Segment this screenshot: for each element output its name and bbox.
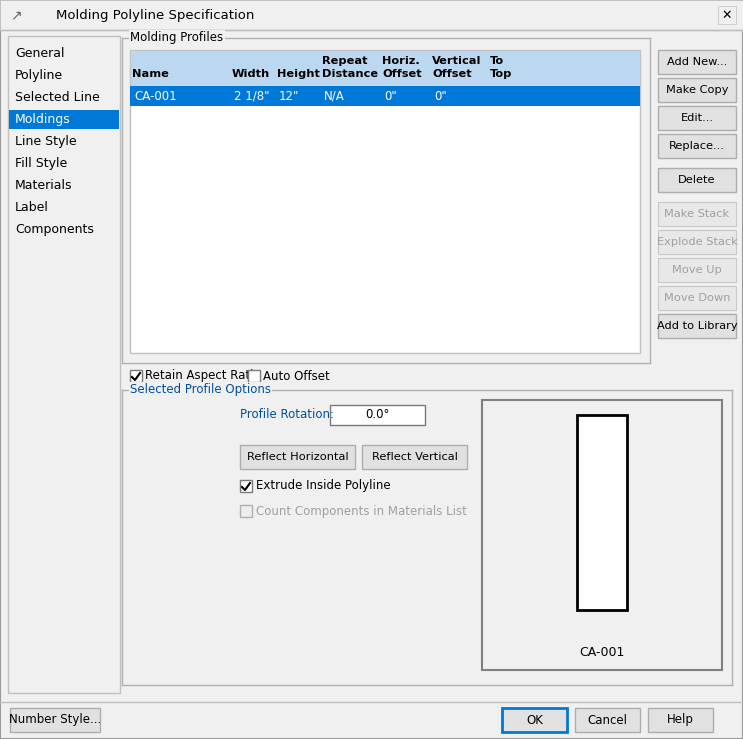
Text: 0.0°: 0.0° (365, 409, 389, 421)
Bar (130, 86, 640, 106)
Bar (658, 258, 736, 282)
Bar (130, 50, 640, 86)
Bar (577, 415, 627, 610)
Bar (658, 134, 736, 158)
Text: Offset: Offset (432, 69, 472, 79)
Text: Offset: Offset (382, 69, 421, 79)
Text: Fill Style: Fill Style (15, 157, 68, 170)
Text: Moldings: Moldings (15, 113, 71, 126)
Text: Width: Width (232, 69, 270, 79)
Text: Edit...: Edit... (681, 113, 713, 123)
Text: N/A: N/A (324, 89, 345, 103)
Bar (658, 50, 736, 74)
Text: Delete: Delete (678, 175, 716, 185)
Text: Add to Library: Add to Library (657, 321, 737, 331)
Bar (240, 505, 252, 517)
Text: 0": 0" (434, 89, 447, 103)
Text: Molding Profiles: Molding Profiles (130, 32, 223, 44)
Bar (10, 708, 100, 732)
Text: Help: Help (667, 713, 694, 726)
Bar (718, 6, 736, 24)
Bar (0, 0, 743, 30)
Bar (658, 168, 736, 192)
Text: CA-001: CA-001 (580, 645, 625, 658)
Text: ✕: ✕ (721, 9, 733, 21)
Bar (130, 50, 640, 353)
Text: Retain Aspect Ratio: Retain Aspect Ratio (145, 370, 261, 383)
Text: Name: Name (132, 69, 169, 79)
Text: Extrude Inside Polyline: Extrude Inside Polyline (256, 480, 391, 492)
Bar (248, 370, 260, 382)
Text: Distance: Distance (322, 69, 378, 79)
Text: Auto Offset: Auto Offset (263, 370, 330, 383)
Bar (482, 400, 722, 670)
Text: 0": 0" (384, 89, 397, 103)
Bar (362, 445, 467, 469)
Bar (658, 286, 736, 310)
Text: Vertical: Vertical (432, 56, 481, 66)
Text: Label: Label (15, 201, 49, 214)
Bar (130, 370, 142, 382)
Bar (658, 78, 736, 102)
Text: Components: Components (15, 223, 94, 236)
Bar (240, 445, 355, 469)
Text: Add New...: Add New... (667, 57, 727, 67)
Bar (502, 708, 567, 732)
Text: Horiz.: Horiz. (382, 56, 420, 66)
Bar (658, 202, 736, 226)
Text: Move Down: Move Down (663, 293, 730, 303)
Text: Top: Top (490, 69, 513, 79)
Text: Line Style: Line Style (15, 135, 77, 148)
Text: Materials: Materials (15, 179, 73, 192)
Bar (9, 110, 119, 129)
Text: General: General (15, 47, 65, 60)
Text: OK: OK (526, 713, 543, 726)
Text: Reflect Horizontal: Reflect Horizontal (247, 452, 348, 462)
Bar (658, 106, 736, 130)
Bar (575, 708, 640, 732)
Text: Make Stack: Make Stack (664, 209, 730, 219)
Text: Count Components in Materials List: Count Components in Materials List (256, 505, 467, 517)
Text: Make Copy: Make Copy (666, 85, 728, 95)
Bar (330, 405, 425, 425)
Text: Selected Line: Selected Line (15, 91, 100, 104)
Text: ↗: ↗ (10, 8, 22, 22)
Text: Selected Profile Options: Selected Profile Options (130, 384, 271, 397)
Text: Replace...: Replace... (669, 141, 725, 151)
Text: To: To (490, 56, 504, 66)
Text: Molding Polyline Specification: Molding Polyline Specification (56, 9, 254, 21)
Text: Explode Stack: Explode Stack (657, 237, 737, 247)
Bar (658, 230, 736, 254)
Text: Reflect Vertical: Reflect Vertical (372, 452, 458, 462)
Text: Cancel: Cancel (588, 713, 628, 726)
Text: Move Up: Move Up (672, 265, 722, 275)
Text: 12": 12" (279, 89, 299, 103)
Text: Profile Rotation:: Profile Rotation: (240, 409, 334, 421)
Bar (240, 480, 252, 492)
Bar (658, 314, 736, 338)
Text: 2 1/8": 2 1/8" (234, 89, 270, 103)
Text: Number Style...: Number Style... (9, 713, 101, 726)
Bar (8, 36, 120, 693)
Text: Repeat: Repeat (322, 56, 368, 66)
Text: Height: Height (277, 69, 320, 79)
Text: Polyline: Polyline (15, 69, 63, 82)
Text: CA-001: CA-001 (134, 89, 177, 103)
Bar (648, 708, 713, 732)
